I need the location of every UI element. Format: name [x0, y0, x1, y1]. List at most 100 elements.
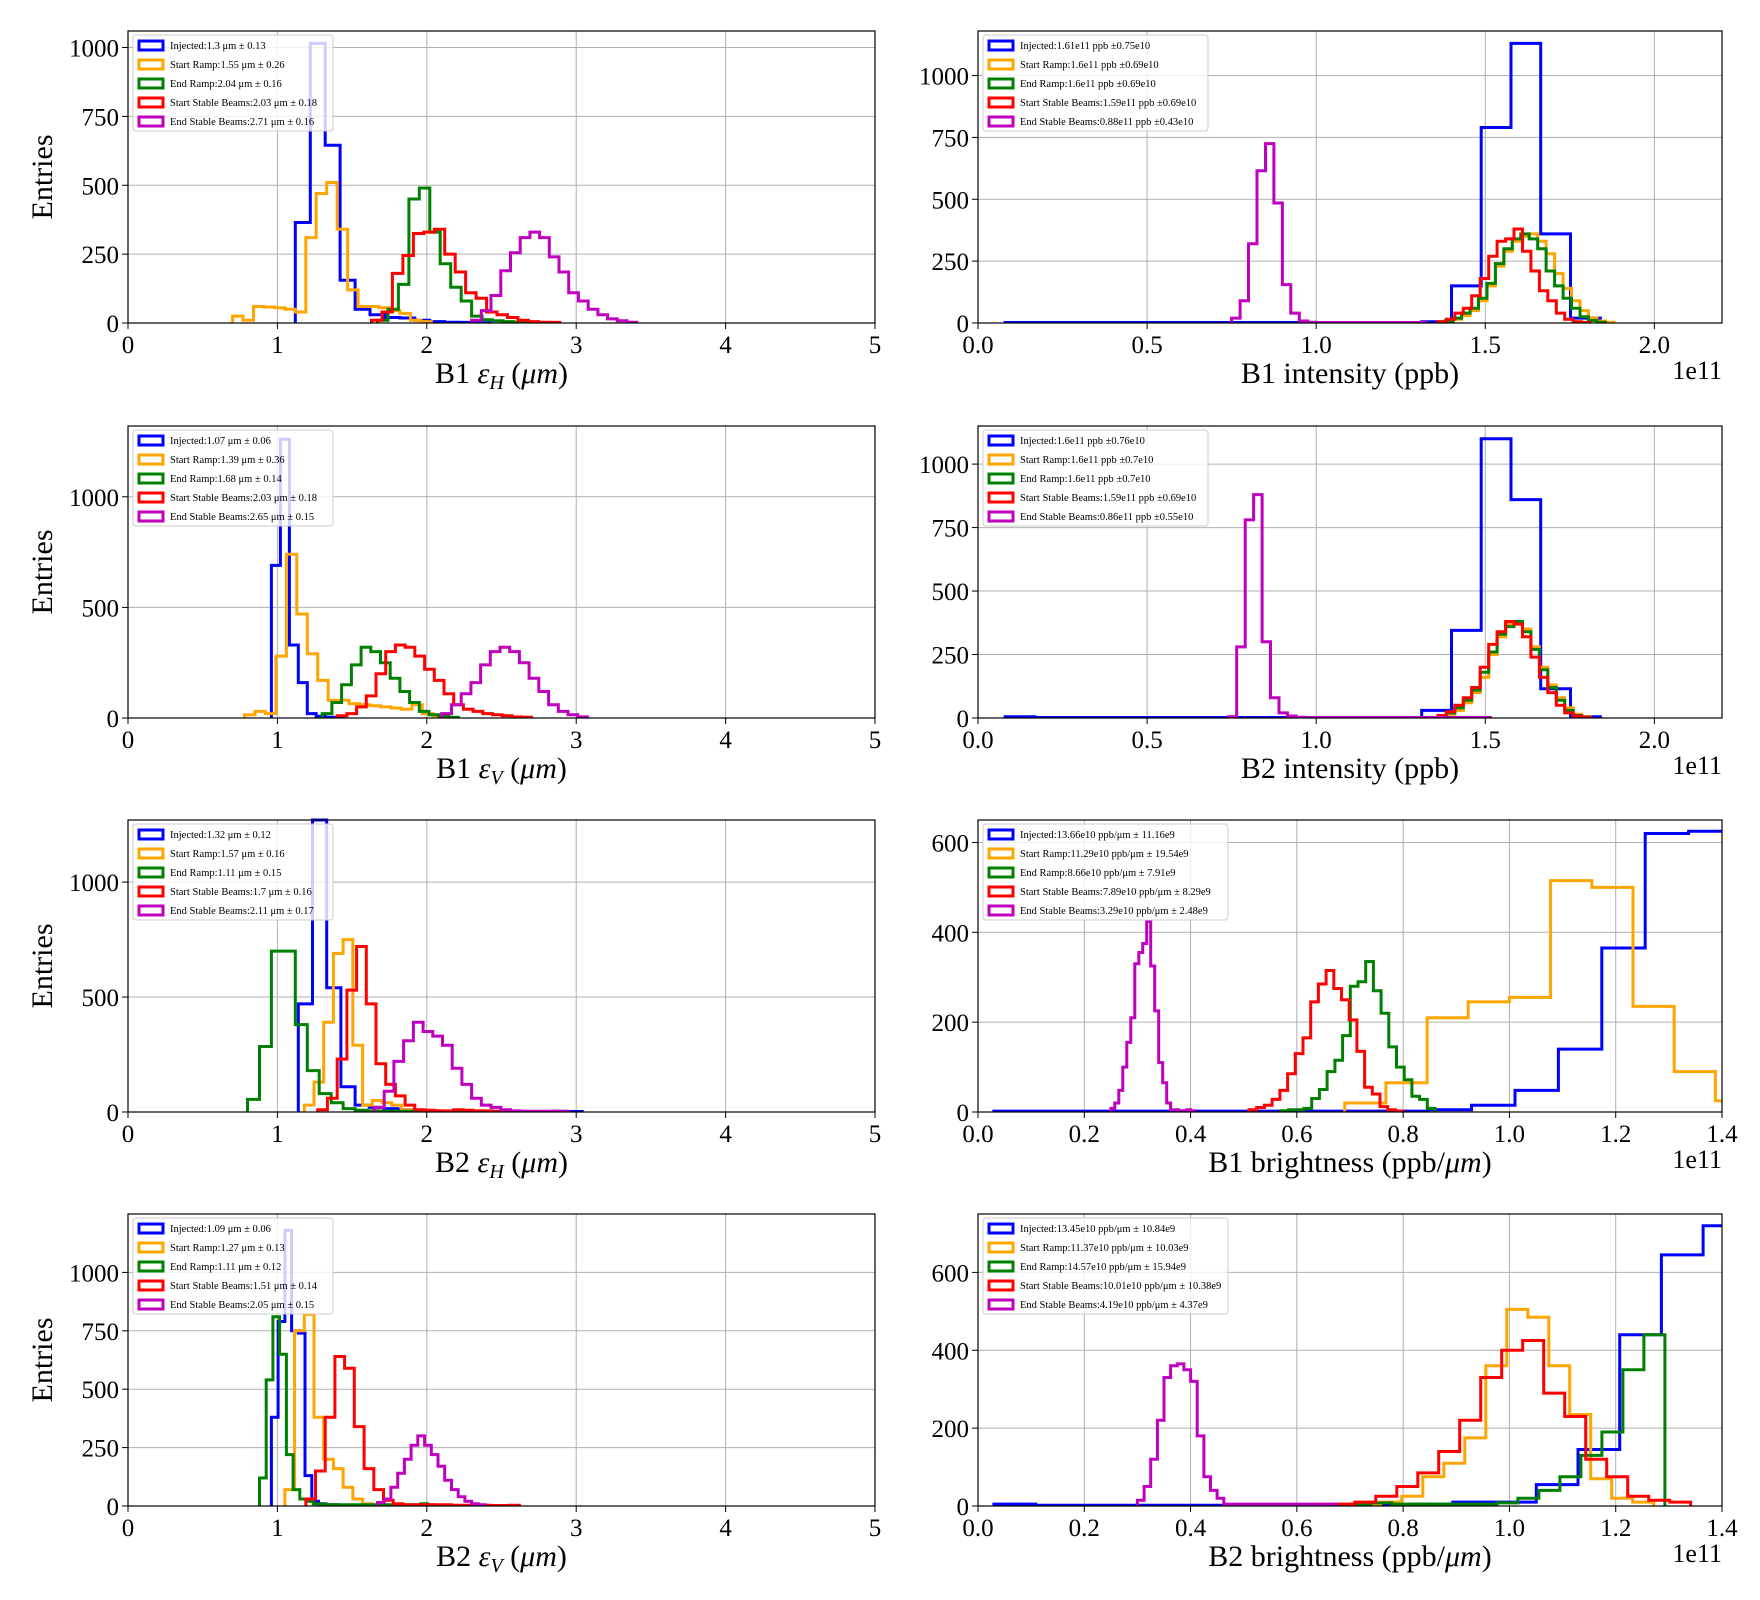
chart-panel-b1-int: 0.0 0.5 1.0 1.5 2.0 0 250 500 750 1000 Injected:1.…	[919, 30, 1723, 390]
y-tick-label: 1000	[919, 452, 969, 479]
legend-swatch	[987, 828, 1015, 841]
legend-entry: End Stable Beams:0.86e11 ppb ±0.55e10	[1020, 512, 1193, 523]
x-tick-label: 0.0	[962, 1121, 993, 1148]
y-tick-label: 0	[107, 1100, 120, 1127]
x-tick-label: 4	[719, 727, 732, 754]
chart-panel-b2-eh: 0 1 2 3 4 5 0 500 1000 Injected:1.32 μm ± 0.12 Sta…	[26, 818, 881, 1183]
x-axis-label: B1 εH (μm)	[435, 357, 568, 394]
x-tick-label: 0.5	[1131, 332, 1162, 359]
legend-swatch	[137, 847, 165, 860]
histogram-series-start-ramp	[1436, 620, 1592, 718]
axis-offset-label: 1e11	[1672, 1539, 1722, 1568]
x-tick-label: 3	[570, 332, 583, 359]
legend-entry: Injected:1.07 μm ± 0.06	[170, 436, 271, 447]
histogram-series-start-stable-beams	[304, 1355, 521, 1506]
histogram-series-start-stable-beams	[1436, 227, 1592, 323]
legend: Injected:13.45e10 ppb/μm ± 10.84e9 Start …	[982, 1217, 1229, 1315]
legend-box	[982, 1217, 1229, 1315]
legend-swatch	[137, 510, 165, 523]
x-tick-label: 1.0	[1301, 727, 1332, 754]
y-tick-label: 750	[932, 516, 970, 543]
x-tick-label: 2	[421, 1121, 434, 1148]
x-tick-label: 1.4	[1706, 1515, 1738, 1542]
x-tick-label: 1	[271, 332, 284, 359]
x-tick-label: 5	[869, 727, 882, 754]
x-axis-label: B2 εV (μm)	[436, 1540, 567, 1577]
x-tick-label: 0.4	[1175, 1515, 1207, 1542]
histogram-series-end-stable-beams	[373, 1020, 571, 1112]
legend-swatch	[987, 472, 1015, 485]
x-tick-label: 2	[421, 332, 434, 359]
legend: Injected:1.6e11 ppb ±0.76e10 Start Ramp:1…	[982, 429, 1209, 527]
histogram-series-end-stable-beams	[470, 230, 639, 323]
histogram-series-end-ramp	[1348, 1333, 1667, 1506]
y-tick-label: 0	[957, 1494, 970, 1521]
legend-swatch	[137, 434, 165, 447]
legend-entry: Injected:1.32 μm ± 0.12	[170, 830, 271, 841]
histogram-series-start-ramp	[1295, 1307, 1656, 1506]
legend-swatch	[137, 885, 165, 898]
histogram-series-end-ramp	[376, 186, 536, 323]
x-axis-label: B2 εH (μm)	[435, 1146, 568, 1183]
y-tick-label: 200	[932, 1416, 970, 1443]
legend-entry: End Stable Beams:2.11 μm ± 0.17	[170, 906, 314, 917]
legend-entry: Injected:1.6e11 ppb ±0.76e10	[1020, 436, 1145, 447]
chart-panel-b2-bright: 0.0 0.2 0.4 0.6 0.8 1.0 1.2 1.4 0 200 400 600 Inject…	[932, 1213, 1738, 1573]
legend-swatch	[137, 1241, 165, 1254]
histogram-series-start-stable-beams	[335, 643, 533, 718]
x-tick-label: 0.5	[1131, 727, 1162, 754]
histogram-series-end-ramp	[320, 645, 460, 718]
legend-box	[982, 429, 1209, 527]
legend-box	[132, 429, 334, 527]
legend-swatch	[137, 1222, 165, 1235]
legend-entry: Start Stable Beams:10.01e10 ppb/μm ± 10.…	[1020, 1281, 1221, 1292]
y-axis-label: Entries	[26, 530, 59, 615]
histogram-series-end-ramp	[258, 1315, 443, 1506]
legend: Injected:1.09 μm ± 0.06 Start Ramp:1.27 μ…	[132, 1217, 334, 1315]
legend-swatch	[137, 904, 165, 917]
plot-frame	[127, 30, 876, 324]
histogram-series-start-ramp	[1343, 879, 1722, 1112]
legend-swatch	[137, 1260, 165, 1273]
x-tick-label: 0.8	[1388, 1515, 1419, 1542]
x-tick-label: 0.6	[1281, 1515, 1312, 1542]
legend-box	[982, 34, 1209, 132]
y-tick-label: 0	[107, 311, 120, 338]
legend-box	[132, 823, 334, 921]
legend-entry: Start Ramp:1.39 μm ± 0.36	[170, 455, 285, 466]
x-tick-label: 4	[719, 1121, 732, 1148]
x-tick-label: 5	[869, 332, 882, 359]
legend-entry: Injected:13.45e10 ppb/μm ± 10.84e9	[1020, 1224, 1175, 1235]
x-tick-label: 1.2	[1600, 1121, 1631, 1148]
x-tick-label: 0	[122, 727, 135, 754]
plot-frame	[127, 425, 876, 719]
legend-swatch	[137, 491, 165, 504]
legend-swatch	[987, 510, 1015, 523]
y-tick-label: 200	[932, 1010, 970, 1037]
x-tick-label: 2.0	[1639, 332, 1670, 359]
chart-panel-b2-ev: 0 1 2 3 4 5 0 250 500 750 1000 Injected:1.09 μm ± 0…	[26, 1213, 881, 1577]
y-tick-label: 500	[82, 173, 120, 200]
legend-entry: Start Stable Beams:7.89e10 ppb/μm ± 8.29…	[1020, 887, 1211, 898]
axis-offset-label: 1e11	[1672, 751, 1722, 780]
x-tick-label: 0	[122, 1121, 135, 1148]
legend-box	[982, 823, 1229, 921]
histogram-series-end-stable-beams	[1230, 142, 1428, 323]
x-tick-label: 2	[421, 1515, 434, 1542]
y-tick-label: 1000	[69, 1260, 119, 1287]
y-tick-label: 1000	[919, 64, 969, 91]
legend-swatch	[137, 1298, 165, 1311]
legend-entry: Start Stable Beams:1.59e11 ppb ±0.69e10	[1020, 98, 1196, 109]
histogram-series-end-stable-beams	[376, 1434, 487, 1506]
y-tick-label: 500	[932, 187, 970, 214]
histogram-series-injected	[992, 829, 1722, 1112]
y-tick-label: 1000	[69, 36, 119, 63]
x-tick-label: 0.2	[1069, 1515, 1100, 1542]
x-tick-label: 1	[271, 1121, 284, 1148]
y-tick-label: 0	[107, 706, 120, 733]
legend-swatch	[987, 1222, 1015, 1235]
x-tick-label: 1	[271, 1515, 284, 1542]
y-tick-label: 0	[957, 706, 970, 733]
chart-panel-b2-int: 0.0 0.5 1.0 1.5 2.0 0 250 500 750 1000 Injected:1.…	[919, 425, 1723, 785]
x-tick-label: 2	[421, 727, 434, 754]
